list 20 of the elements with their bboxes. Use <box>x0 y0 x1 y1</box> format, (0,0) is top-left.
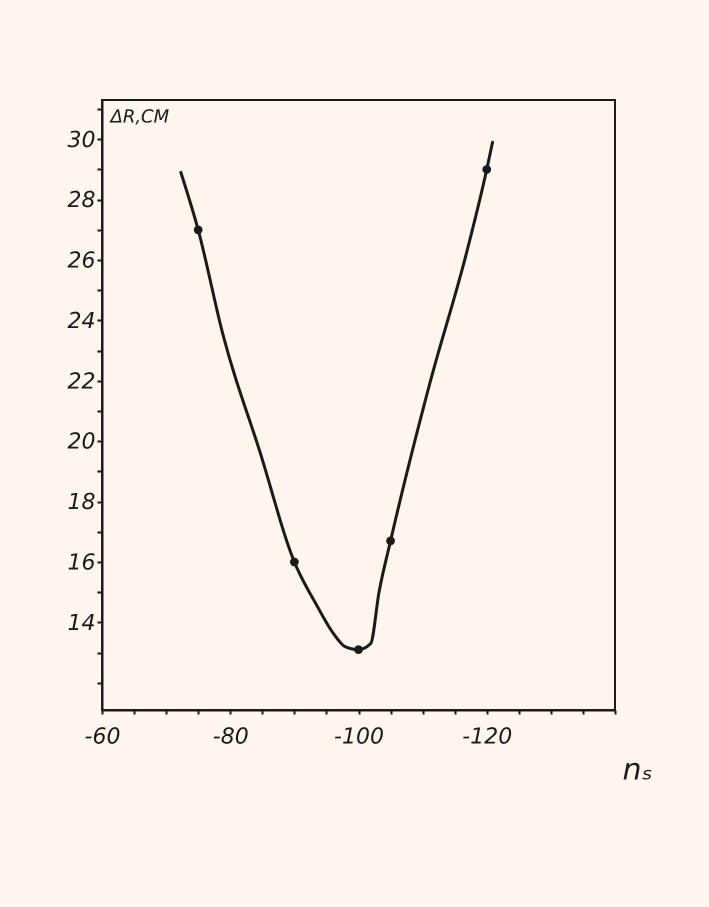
y-tick-label: 24 <box>68 308 96 334</box>
x-tick-label: -120 <box>462 724 512 750</box>
y-tick-label: 30 <box>68 128 96 153</box>
point <box>194 225 203 234</box>
x-axis-title: nₛ <box>622 752 653 788</box>
y-tick-label: 16 <box>68 550 96 576</box>
y-axis-title: ΔR,CM <box>108 106 170 128</box>
point <box>482 165 492 174</box>
y-tick-label: 18 <box>68 490 96 516</box>
x-tick-label: -100 <box>334 724 384 750</box>
x-tick-label: -60 <box>84 724 120 750</box>
y-tick-label: 14 <box>68 610 96 636</box>
point <box>290 558 299 566</box>
y-tick-label: 20 <box>68 430 96 455</box>
y-tick-label: 26 <box>68 248 96 274</box>
y-tick-label: 22 <box>68 369 96 394</box>
point <box>386 536 395 546</box>
point <box>354 645 363 654</box>
y-tick-label: 28 <box>68 188 96 214</box>
x-tick-label: -80 <box>212 724 249 750</box>
